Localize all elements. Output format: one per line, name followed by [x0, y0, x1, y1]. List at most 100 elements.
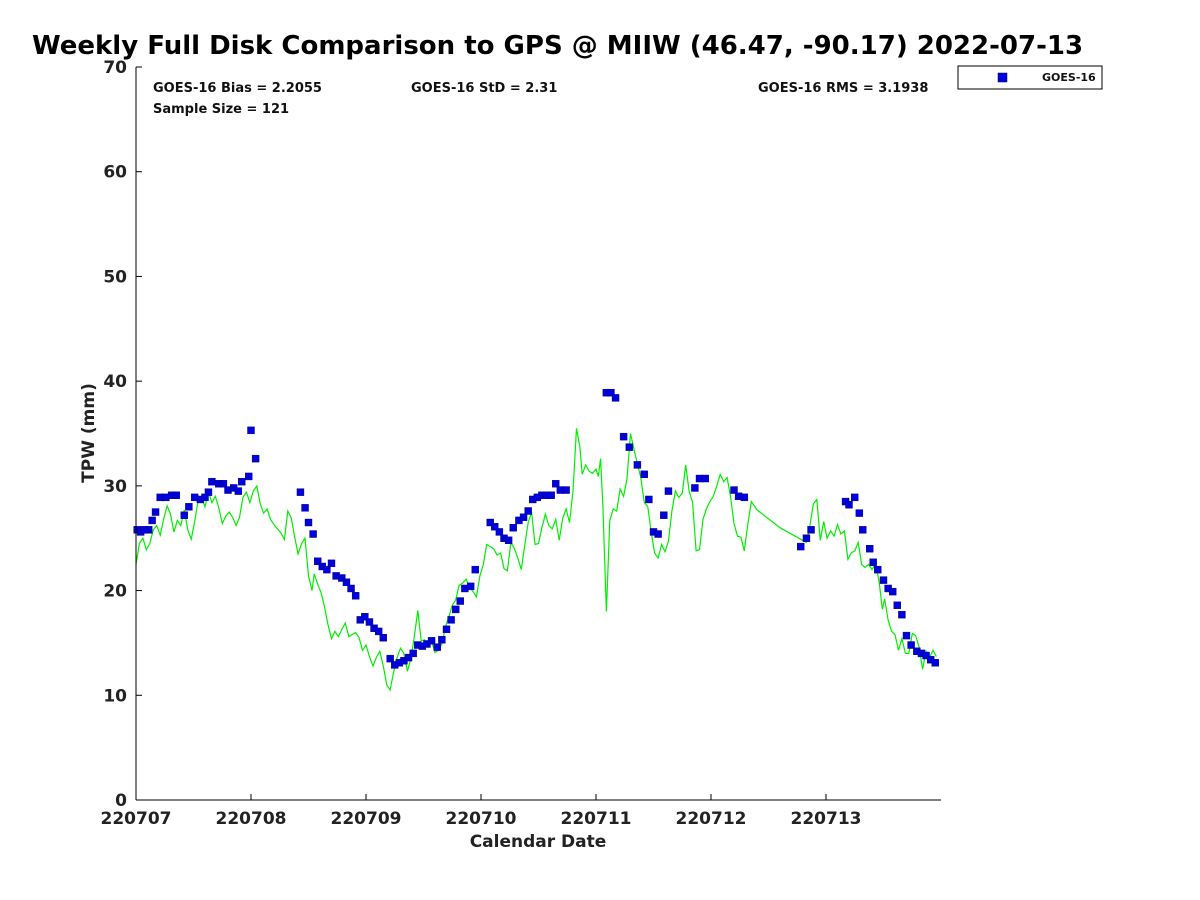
goes16-point	[466, 582, 475, 591]
y-tick-label: 20	[103, 582, 127, 602]
goes16-point	[859, 526, 867, 534]
y-tick-label: 0	[115, 791, 127, 811]
x-axis-label: Calendar Date	[470, 832, 607, 852]
series-layer	[133, 388, 939, 692]
y-tick-label: 40	[103, 372, 127, 392]
x-tick-label: 220712	[676, 809, 747, 829]
goes16-point	[433, 643, 441, 651]
goes16-point	[452, 605, 460, 614]
plot-area	[136, 67, 941, 800]
goes16-point	[148, 516, 156, 525]
goes16-point	[456, 597, 464, 605]
goes16-point	[234, 487, 243, 495]
goes16-point	[151, 508, 160, 516]
goes16-point	[797, 542, 805, 551]
goes16-point	[309, 530, 317, 538]
goes16-point	[874, 565, 882, 574]
goes16-point	[296, 488, 305, 496]
y-tick-label: 60	[103, 163, 127, 183]
goes16-point	[491, 522, 499, 531]
goes16-point	[619, 432, 628, 441]
goes16-point	[802, 534, 811, 542]
goes16-point	[471, 565, 479, 574]
goes16-point	[247, 426, 255, 435]
x-tick-label: 220707	[101, 809, 172, 829]
y-tick-label: 70	[103, 58, 127, 78]
goes16-point	[185, 503, 193, 511]
sample-size-stat: Sample Size = 121	[153, 102, 289, 117]
goes16-point	[509, 524, 517, 532]
goes16-point	[144, 526, 153, 534]
goes16-point	[208, 477, 216, 486]
legend-box	[957, 65, 1103, 90]
goes16-point	[851, 493, 859, 502]
y-tick-label: 50	[103, 267, 127, 287]
bias-stat: GOES-16 Bias = 2.2055	[153, 81, 322, 96]
y-tick-label: 30	[103, 477, 127, 497]
goes16-point	[519, 513, 528, 521]
goes16-point	[691, 484, 699, 492]
goes16-point	[907, 641, 915, 649]
goes16-point	[404, 653, 413, 662]
goes16-point	[807, 526, 815, 534]
x-tick-label: 220710	[446, 809, 517, 829]
goes16-point	[365, 618, 374, 626]
goes16-point	[251, 454, 260, 463]
goes16-point	[893, 601, 901, 609]
legend-marker-goes16	[997, 72, 1008, 83]
goes16-point	[730, 486, 738, 494]
goes16-point	[504, 536, 513, 545]
gps-tpw-line	[135, 428, 937, 692]
goes16-point	[898, 610, 906, 619]
stats-annotations: GOES-16 Bias = 2.2055 GOES-16 StD = 2.31…	[153, 81, 928, 117]
goes16-point	[351, 592, 360, 600]
goes16-point	[607, 388, 615, 397]
goes16-point	[379, 633, 387, 642]
goes16-point	[301, 504, 309, 512]
goes16-point	[204, 488, 213, 496]
goes16-point	[902, 631, 911, 640]
goes16-point	[327, 559, 336, 568]
goes16-point	[562, 486, 570, 494]
x-tick-label: 220711	[561, 809, 632, 829]
goes16-point	[701, 474, 709, 483]
goes16-point	[447, 616, 455, 624]
legend: GOES-16	[957, 65, 1103, 90]
goes16-point	[409, 649, 417, 658]
goes16-point	[374, 627, 383, 636]
goes16-point	[552, 480, 560, 488]
goes16-point	[869, 558, 877, 566]
goes16-point	[314, 557, 322, 565]
goes16-point	[386, 654, 394, 663]
x-tick-label: 220713	[791, 809, 862, 829]
goes16-point	[219, 480, 228, 488]
goes16-point	[238, 477, 246, 486]
goes16-point	[438, 636, 446, 644]
y-tick-label: 10	[103, 686, 127, 706]
goes16-point	[244, 472, 253, 481]
goes16-point	[640, 470, 648, 479]
goes16-point	[664, 487, 673, 495]
legend-label-goes16: GOES-16	[1042, 71, 1096, 84]
goes16-point	[645, 495, 653, 504]
goes16-point	[654, 530, 662, 538]
goes16-point	[845, 501, 853, 509]
goes16-point	[922, 651, 930, 660]
goes16-point	[172, 491, 180, 499]
x-tick-label: 220709	[331, 809, 402, 829]
goes16-point	[338, 574, 346, 582]
goes16-point	[361, 613, 369, 621]
goes16-point	[740, 493, 749, 502]
x-tick-label: 220708	[216, 809, 287, 829]
goes16-point	[547, 491, 555, 499]
goes16-point	[304, 518, 313, 527]
x-axis: 220707 220708 220709 220710 220711 220712 2207…	[101, 794, 862, 829]
goes16-point	[524, 507, 532, 515]
goes16-point	[889, 587, 897, 596]
goes16-point	[660, 511, 668, 519]
goes16-point	[866, 544, 874, 553]
goes16-point	[879, 576, 888, 584]
std-stat: GOES-16 StD = 2.31	[411, 81, 557, 96]
goes16-point	[611, 394, 620, 402]
